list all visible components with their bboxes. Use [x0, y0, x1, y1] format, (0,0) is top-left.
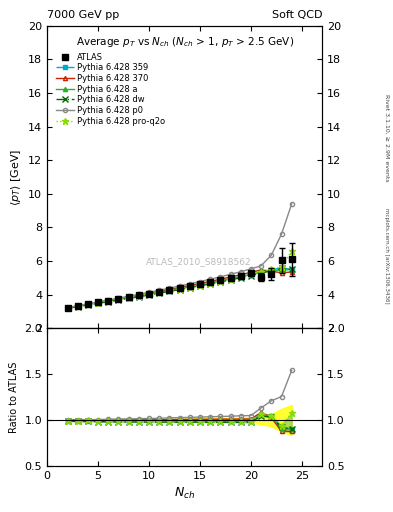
Legend: ATLAS, Pythia 6.428 359, Pythia 6.428 370, Pythia 6.428 a, Pythia 6.428 dw, Pyth: ATLAS, Pythia 6.428 359, Pythia 6.428 37… [54, 51, 167, 127]
Text: mcplots.cern.ch [arXiv:1306.3436]: mcplots.cern.ch [arXiv:1306.3436] [384, 208, 389, 304]
Text: ATLAS_2010_S8918562: ATLAS_2010_S8918562 [146, 257, 251, 266]
Text: Rivet 3.1.10, ≥ 2.9M events: Rivet 3.1.10, ≥ 2.9M events [384, 94, 389, 182]
Y-axis label: $\langle p_{T} \rangle$ [GeV]: $\langle p_{T} \rangle$ [GeV] [9, 148, 23, 205]
Text: Average $p_{T}$ vs $N_{ch}$ ($N_{ch}$ > 1, $p_{T}$ > 2.5 GeV): Average $p_{T}$ vs $N_{ch}$ ($N_{ch}$ > … [75, 35, 294, 49]
Text: Soft QCD: Soft QCD [272, 10, 322, 19]
Text: 7000 GeV pp: 7000 GeV pp [47, 10, 119, 19]
X-axis label: $N_{ch}$: $N_{ch}$ [174, 486, 195, 501]
Y-axis label: Ratio to ATLAS: Ratio to ATLAS [9, 361, 19, 433]
